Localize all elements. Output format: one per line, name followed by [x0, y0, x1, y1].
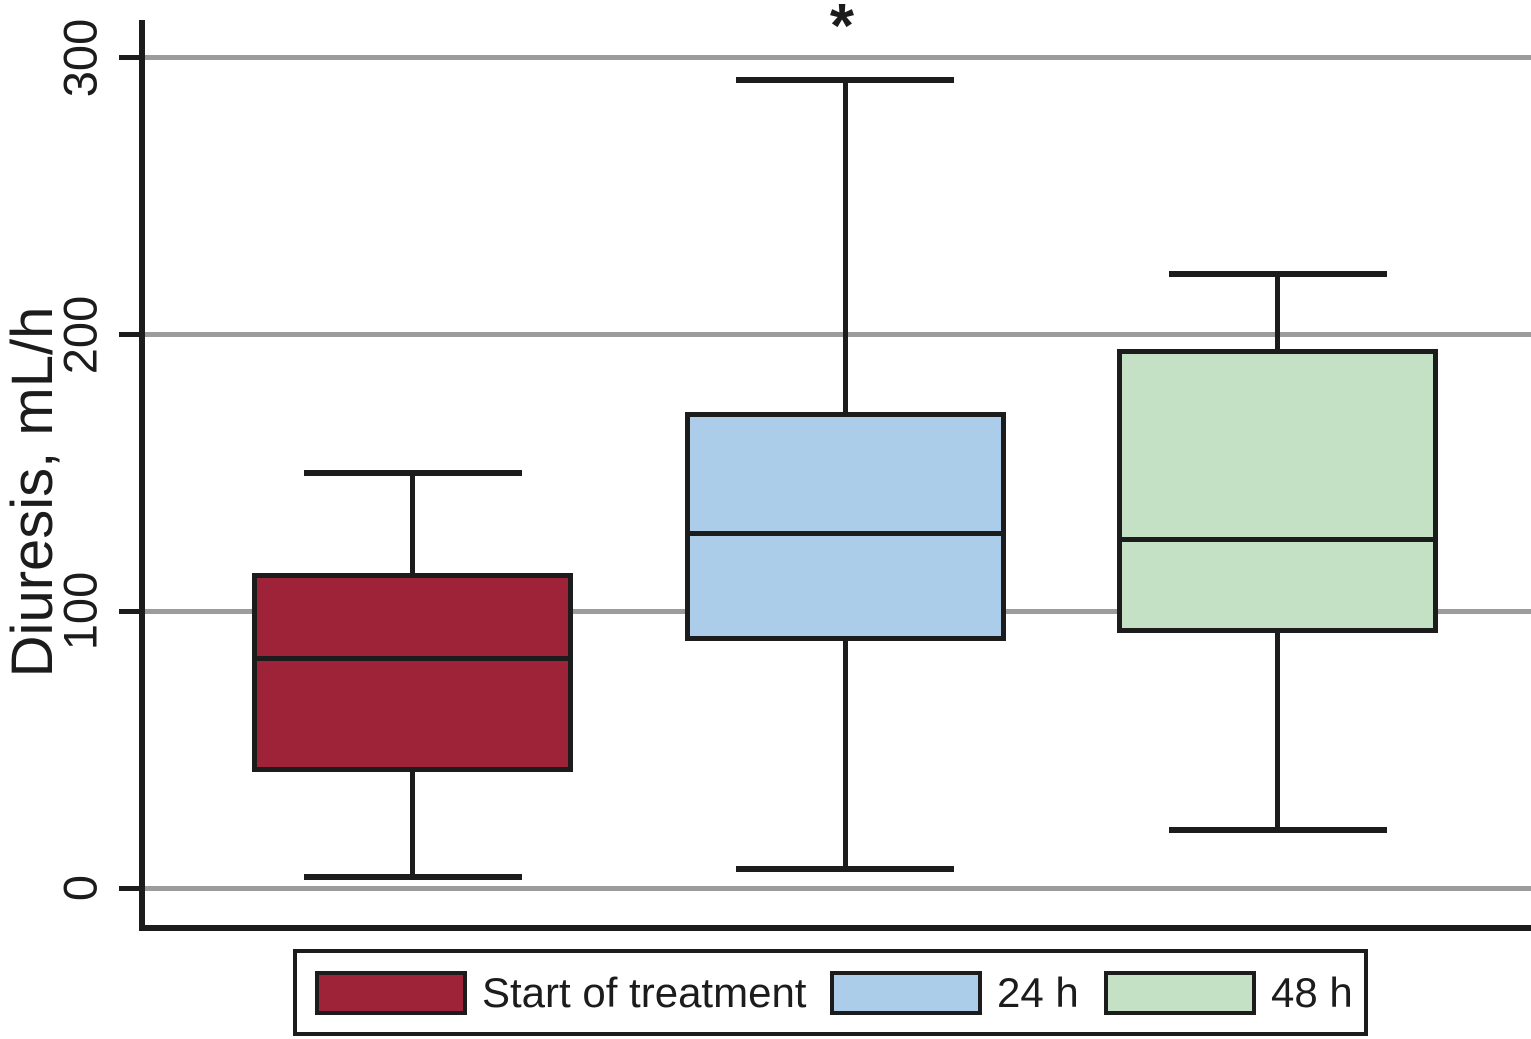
whisker-stem-lower-start-of-treatment — [410, 769, 415, 877]
gridline-0 — [139, 885, 1531, 891]
whisker-cap-lower-24-h — [736, 865, 954, 872]
legend: Start of treatment 24 h 48 h — [293, 949, 1368, 1036]
legend-swatch-start-of-treatment — [315, 970, 467, 1015]
y-axis-line — [139, 20, 145, 931]
median-line-start-of-treatment — [257, 655, 568, 661]
whisker-cap-upper-24-h — [736, 77, 954, 84]
y-tick-100 — [119, 608, 139, 614]
box-start-of-treatment — [252, 572, 573, 772]
whisker-cap-lower-start-of-treatment — [303, 873, 522, 880]
legend-swatch-48-h — [1104, 970, 1256, 1015]
y-tick-300 — [119, 55, 139, 61]
legend-item-start-of-treatment: Start of treatment — [315, 953, 806, 1032]
gridline-300 — [139, 55, 1531, 61]
whisker-cap-lower-48-h — [1168, 826, 1387, 833]
median-line-24-h — [689, 531, 1001, 537]
whisker-cap-upper-start-of-treatment — [303, 469, 522, 476]
box-48-h — [1117, 348, 1438, 634]
gridline-200 — [139, 332, 1531, 338]
y-tick-label-300: 300 — [53, 18, 107, 98]
y-tick-0 — [119, 885, 139, 891]
legend-label-24-h: 24 h — [997, 968, 1079, 1016]
significance-asterisk-24-h: * — [829, 0, 855, 61]
x-axis-line — [139, 925, 1531, 931]
legend-swatch-24-h — [830, 970, 982, 1015]
whisker-stem-lower-48-h — [1275, 630, 1280, 830]
whisker-stem-lower-24-h — [842, 638, 848, 869]
box-24-h — [684, 412, 1006, 642]
y-tick-200 — [119, 332, 139, 338]
legend-label-48-h: 48 h — [1271, 968, 1353, 1016]
y-tick-label-0: 0 — [53, 874, 107, 902]
whisker-stem-upper-24-h — [842, 80, 848, 415]
median-line-48-h — [1122, 536, 1433, 542]
whisker-stem-upper-start-of-treatment — [410, 472, 415, 576]
whisker-cap-upper-48-h — [1168, 270, 1387, 277]
y-axis-title: Diuresis, mL/h — [0, 306, 65, 678]
legend-item-48-h: 48 h — [1104, 953, 1353, 1032]
whisker-stem-upper-48-h — [1275, 273, 1280, 352]
legend-label-start-of-treatment: Start of treatment — [482, 968, 807, 1016]
legend-item-24-h: 24 h — [830, 953, 1079, 1032]
